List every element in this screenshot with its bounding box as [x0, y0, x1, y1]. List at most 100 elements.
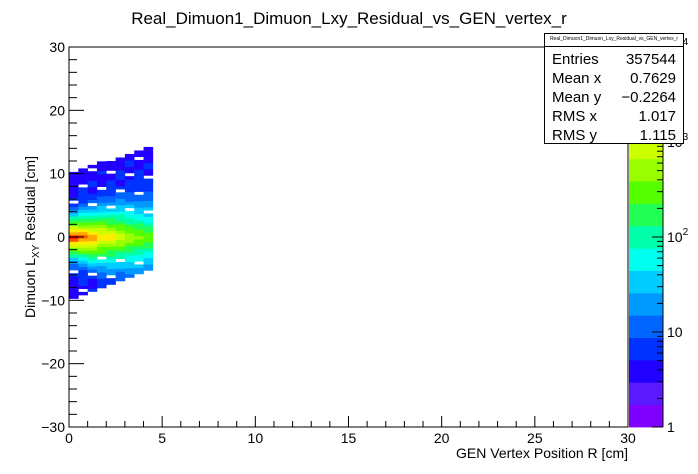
heatmap-cell — [78, 200, 88, 204]
heatmap-cell — [124, 185, 135, 190]
heatmap-cell — [69, 289, 79, 293]
x-axis: 0 5 10 15 20 25 30 — [65, 416, 636, 446]
stats-label: RMS x — [552, 108, 597, 125]
heatmap-cell — [87, 240, 98, 245]
heatmap-cell — [115, 268, 126, 272]
heatmap-cell — [78, 187, 88, 191]
heatmap-cell — [69, 206, 79, 211]
heatmap-cell — [87, 278, 98, 283]
heatmap-cell — [115, 277, 126, 282]
heatmap-cell — [96, 164, 107, 168]
stats-row-mean-y: Mean y −0.2264 — [552, 88, 676, 107]
heatmap-cell — [124, 226, 135, 231]
heatmap-cell — [115, 157, 126, 161]
heatmap-cell — [78, 181, 88, 185]
heatmap-cell — [124, 223, 135, 228]
y-axis-label: Dimuon LXY Residual [cm] — [22, 156, 42, 318]
heatmap-cell — [134, 251, 144, 256]
heatmap-cell — [96, 227, 107, 232]
heatmap-cell — [78, 260, 88, 264]
heatmap-cell — [115, 249, 126, 253]
heatmap-cell — [115, 204, 126, 209]
stats-row-mean-x: Mean x 0.7629 — [552, 69, 676, 88]
heatmap-cell — [69, 219, 79, 223]
y-axis-label-sub: XY — [31, 244, 42, 258]
heatmap-cell — [134, 242, 144, 246]
heatmap-cell — [106, 233, 116, 238]
heatmap-cell — [96, 269, 107, 273]
heatmap-cell — [69, 190, 79, 195]
heatmap-cell — [124, 176, 135, 180]
heatmap-cell — [78, 196, 88, 201]
heatmap-cell — [115, 239, 126, 244]
heatmap-cell — [87, 231, 98, 235]
x-tick-label: 30 — [620, 430, 636, 446]
heatmap-cell — [87, 218, 98, 223]
heatmap-cell — [96, 243, 107, 248]
heatmap-cell — [124, 160, 135, 164]
stats-label: Mean y — [552, 89, 602, 106]
x-tick-label: 5 — [158, 430, 166, 446]
stats-label: Entries — [552, 51, 599, 68]
heatmap-cell — [124, 239, 135, 243]
heatmap-cell — [87, 183, 98, 188]
heatmap-cell — [124, 220, 135, 224]
heatmap-cell — [96, 234, 107, 238]
heatmap-cell — [69, 225, 79, 230]
heatmap-cell — [124, 264, 135, 269]
heatmap-cell — [134, 235, 144, 240]
heatmap-cell — [124, 210, 135, 215]
heatmap-cell — [78, 203, 88, 207]
heatmap-cell — [115, 163, 126, 168]
heatmap-cell — [87, 282, 98, 286]
heatmap-cell — [115, 261, 126, 266]
heatmap-cell — [134, 216, 144, 221]
heatmap-cell — [143, 245, 154, 249]
stats-box: Real_Dimuon1_Dimuon_Lxy_Residual_vs_GEN_… — [544, 33, 684, 144]
heatmap-cell — [143, 203, 154, 208]
heatmap-cell — [124, 191, 135, 196]
heatmap-cell — [143, 191, 154, 195]
heatmap-cell — [106, 259, 116, 263]
heatmap-cell — [96, 196, 107, 200]
heatmap-cell — [115, 223, 126, 228]
heatmap-cell — [69, 216, 79, 220]
heatmap-cell — [87, 288, 98, 292]
heatmap-cell — [106, 214, 116, 219]
heatmap-cell — [96, 272, 107, 276]
y-tick-label: −10 — [41, 292, 65, 308]
heatmap-cell — [96, 275, 107, 279]
heatmap-cell — [115, 166, 126, 171]
heatmap-cell — [143, 213, 154, 217]
stats-value: −0.2264 — [621, 89, 676, 106]
y-axis-label-main: Dimuon L — [22, 258, 38, 318]
color-scale-tick-label: 102 — [667, 227, 689, 245]
heatmap-cell — [87, 285, 98, 289]
color-scale-tick-label: 10 — [667, 324, 683, 340]
heatmap-cell — [124, 201, 135, 205]
heatmap-cell — [87, 234, 98, 239]
color-scale-swatch — [629, 292, 663, 316]
heatmap-cell — [106, 176, 116, 181]
x-tick-label: 20 — [434, 430, 450, 446]
heatmap-cell — [115, 185, 126, 190]
heatmap-cell — [143, 216, 154, 221]
stats-box-title: Real_Dimuon1_Dimuon_Lxy_Residual_vs_GEN_… — [549, 36, 679, 42]
heatmap-cell — [78, 222, 88, 226]
heatmap-cell — [134, 204, 144, 208]
stats-value: 357544 — [625, 51, 676, 68]
heatmap-cell — [115, 198, 126, 203]
y-tick-label: 20 — [49, 102, 65, 118]
heatmap-cell — [87, 177, 98, 182]
heatmap-cell — [124, 236, 135, 240]
heatmap-cell — [106, 161, 116, 165]
heatmap-cell — [69, 238, 79, 242]
heatmap-cell — [106, 218, 116, 222]
heatmap-cell — [69, 213, 79, 217]
heatmap-cells — [69, 146, 154, 299]
heatmap-cell — [106, 173, 116, 178]
heatmap-cell — [124, 195, 135, 199]
heatmap-cell — [78, 193, 88, 198]
heatmap-cell — [115, 227, 126, 231]
heatmap-cell — [106, 195, 116, 200]
